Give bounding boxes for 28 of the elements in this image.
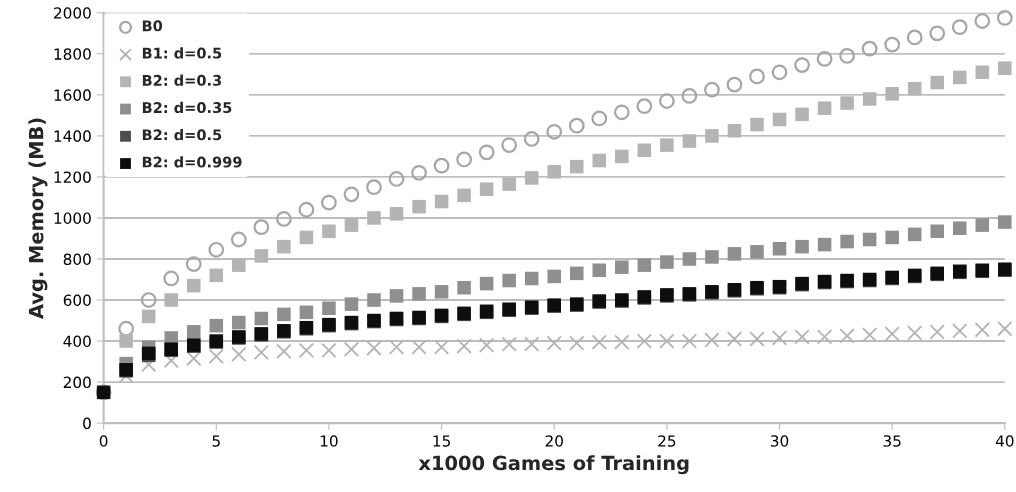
x-tick-label: 20 [545, 435, 563, 447]
legend-label: B2: d=0.35 [142, 101, 232, 114]
y-tick-label: 600 [63, 294, 91, 307]
legend-label: B1: d=0.5 [142, 47, 222, 59]
x-tick-label: 10 [320, 435, 338, 447]
legend-label: B2: d=0.999 [142, 156, 242, 168]
x-tick-label: 35 [883, 435, 901, 447]
y-tick-label: 200 [63, 376, 91, 389]
x-tick-label: 30 [770, 435, 789, 447]
y-tick-label: 1800 [54, 48, 91, 60]
legend-label: B2: d=0.5 [142, 129, 222, 141]
x-tick-label: 40 [995, 435, 1014, 447]
y-tick-label: 2000 [54, 7, 91, 19]
y-tick-label: 1400 [54, 130, 91, 142]
y-tick-label: 1200 [54, 171, 91, 183]
y-axis-title: Avg. Memory (MB) [28, 118, 48, 319]
x-axis-title: x1000 Games of Training [418, 455, 689, 475]
x-tick-label: 5 [212, 435, 220, 447]
x-tick-label: 25 [658, 435, 676, 447]
y-tick-label: 0 [83, 417, 91, 430]
legend-label: B0 [142, 20, 163, 32]
x-tick-label: 15 [433, 435, 450, 447]
legend-label: B2: d=0.3 [142, 74, 222, 86]
x-tick-label: 0 [99, 435, 108, 447]
y-tick-label: 800 [63, 253, 91, 266]
y-tick-label: 400 [63, 335, 91, 348]
y-tick-label: 1000 [54, 212, 91, 224]
y-tick-label: 1600 [54, 89, 91, 101]
